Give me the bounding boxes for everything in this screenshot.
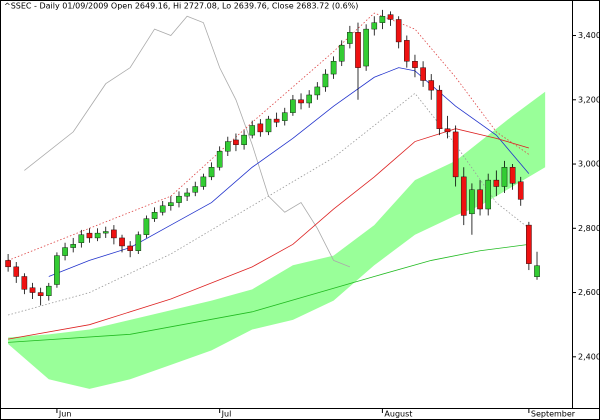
y-tick-label: 3,000 <box>578 160 600 169</box>
candle-body <box>355 32 361 68</box>
candle-body <box>176 195 182 203</box>
candle-body <box>184 192 190 197</box>
candle-body <box>168 202 174 207</box>
candle-body <box>143 218 150 235</box>
candle-body <box>371 22 378 30</box>
candle-body <box>37 292 44 296</box>
indicator-line <box>8 243 529 343</box>
candle-body <box>241 134 247 145</box>
candle-body <box>436 89 443 129</box>
candle-body <box>13 266 20 277</box>
candle-body <box>233 139 239 145</box>
candle-body <box>249 125 256 136</box>
y-tick-label: 2,400 <box>578 352 600 361</box>
candle-body <box>5 260 11 268</box>
candle-body <box>257 123 264 133</box>
candle-body <box>86 232 93 239</box>
candle-body <box>330 61 337 75</box>
candle-body <box>62 247 68 256</box>
candle-body <box>94 232 101 239</box>
candle-body <box>216 150 223 168</box>
candle-body <box>412 61 418 68</box>
candle-body <box>526 224 532 264</box>
candle-body <box>517 181 524 200</box>
candle-body <box>208 167 215 178</box>
candle-body <box>338 44 345 62</box>
candle-body <box>485 179 491 210</box>
candle-body <box>159 205 166 213</box>
candle-body <box>281 112 288 121</box>
y-tick-label: 2,600 <box>578 288 600 297</box>
candle-body <box>102 231 109 234</box>
candle-body <box>290 99 296 113</box>
candle-body <box>363 28 369 67</box>
candle-body <box>534 265 540 277</box>
y-tick-label: 2,800 <box>578 224 600 233</box>
candle-body <box>29 287 36 293</box>
candle-body <box>298 99 304 104</box>
candle-body <box>111 229 117 239</box>
candle-body <box>501 167 508 187</box>
candle-body <box>420 67 426 81</box>
candle-body <box>265 118 272 133</box>
candle-body <box>404 40 410 62</box>
candle-body <box>127 245 133 251</box>
candle-body <box>21 276 28 290</box>
candle-body <box>45 285 52 296</box>
candle-body <box>314 86 321 96</box>
candle-body <box>347 32 353 44</box>
candle-body <box>273 118 280 123</box>
candle-body <box>119 237 125 247</box>
indicator-line <box>7 12 530 261</box>
x-tick-label: September <box>531 410 576 419</box>
candle-body <box>224 141 231 152</box>
chart-title: ^SSEC - Daily 01/09/2009 Open 2649.16, H… <box>4 2 358 11</box>
candle-body <box>78 234 85 243</box>
candle-body <box>379 16 386 23</box>
candle-body <box>444 128 451 133</box>
candle-body <box>54 255 60 285</box>
x-tick-label: Jun <box>58 410 71 419</box>
candle-body <box>135 234 142 251</box>
y-tick-label: 3,400 <box>578 31 600 40</box>
candle-body <box>493 179 500 187</box>
candle-body <box>509 167 516 184</box>
x-tick-label: Jul <box>221 410 232 419</box>
candle-body <box>395 19 402 43</box>
indicator-line <box>24 15 351 268</box>
candle-body <box>469 189 475 215</box>
candle-body <box>151 212 158 219</box>
candle-body <box>452 131 459 178</box>
candle-body <box>306 94 312 104</box>
candle-body <box>200 176 207 187</box>
candle-body <box>322 73 329 88</box>
cloud <box>8 91 546 389</box>
indicator-line <box>8 128 529 340</box>
candle-body <box>70 244 77 248</box>
candle-body <box>477 189 483 210</box>
candle-body <box>387 14 394 20</box>
candle-body <box>460 176 467 216</box>
indicator-line <box>7 92 530 316</box>
candle-body <box>428 80 435 91</box>
candle-body <box>192 186 199 193</box>
y-tick-label: 3,200 <box>578 95 600 104</box>
x-tick-label: August <box>384 410 412 419</box>
